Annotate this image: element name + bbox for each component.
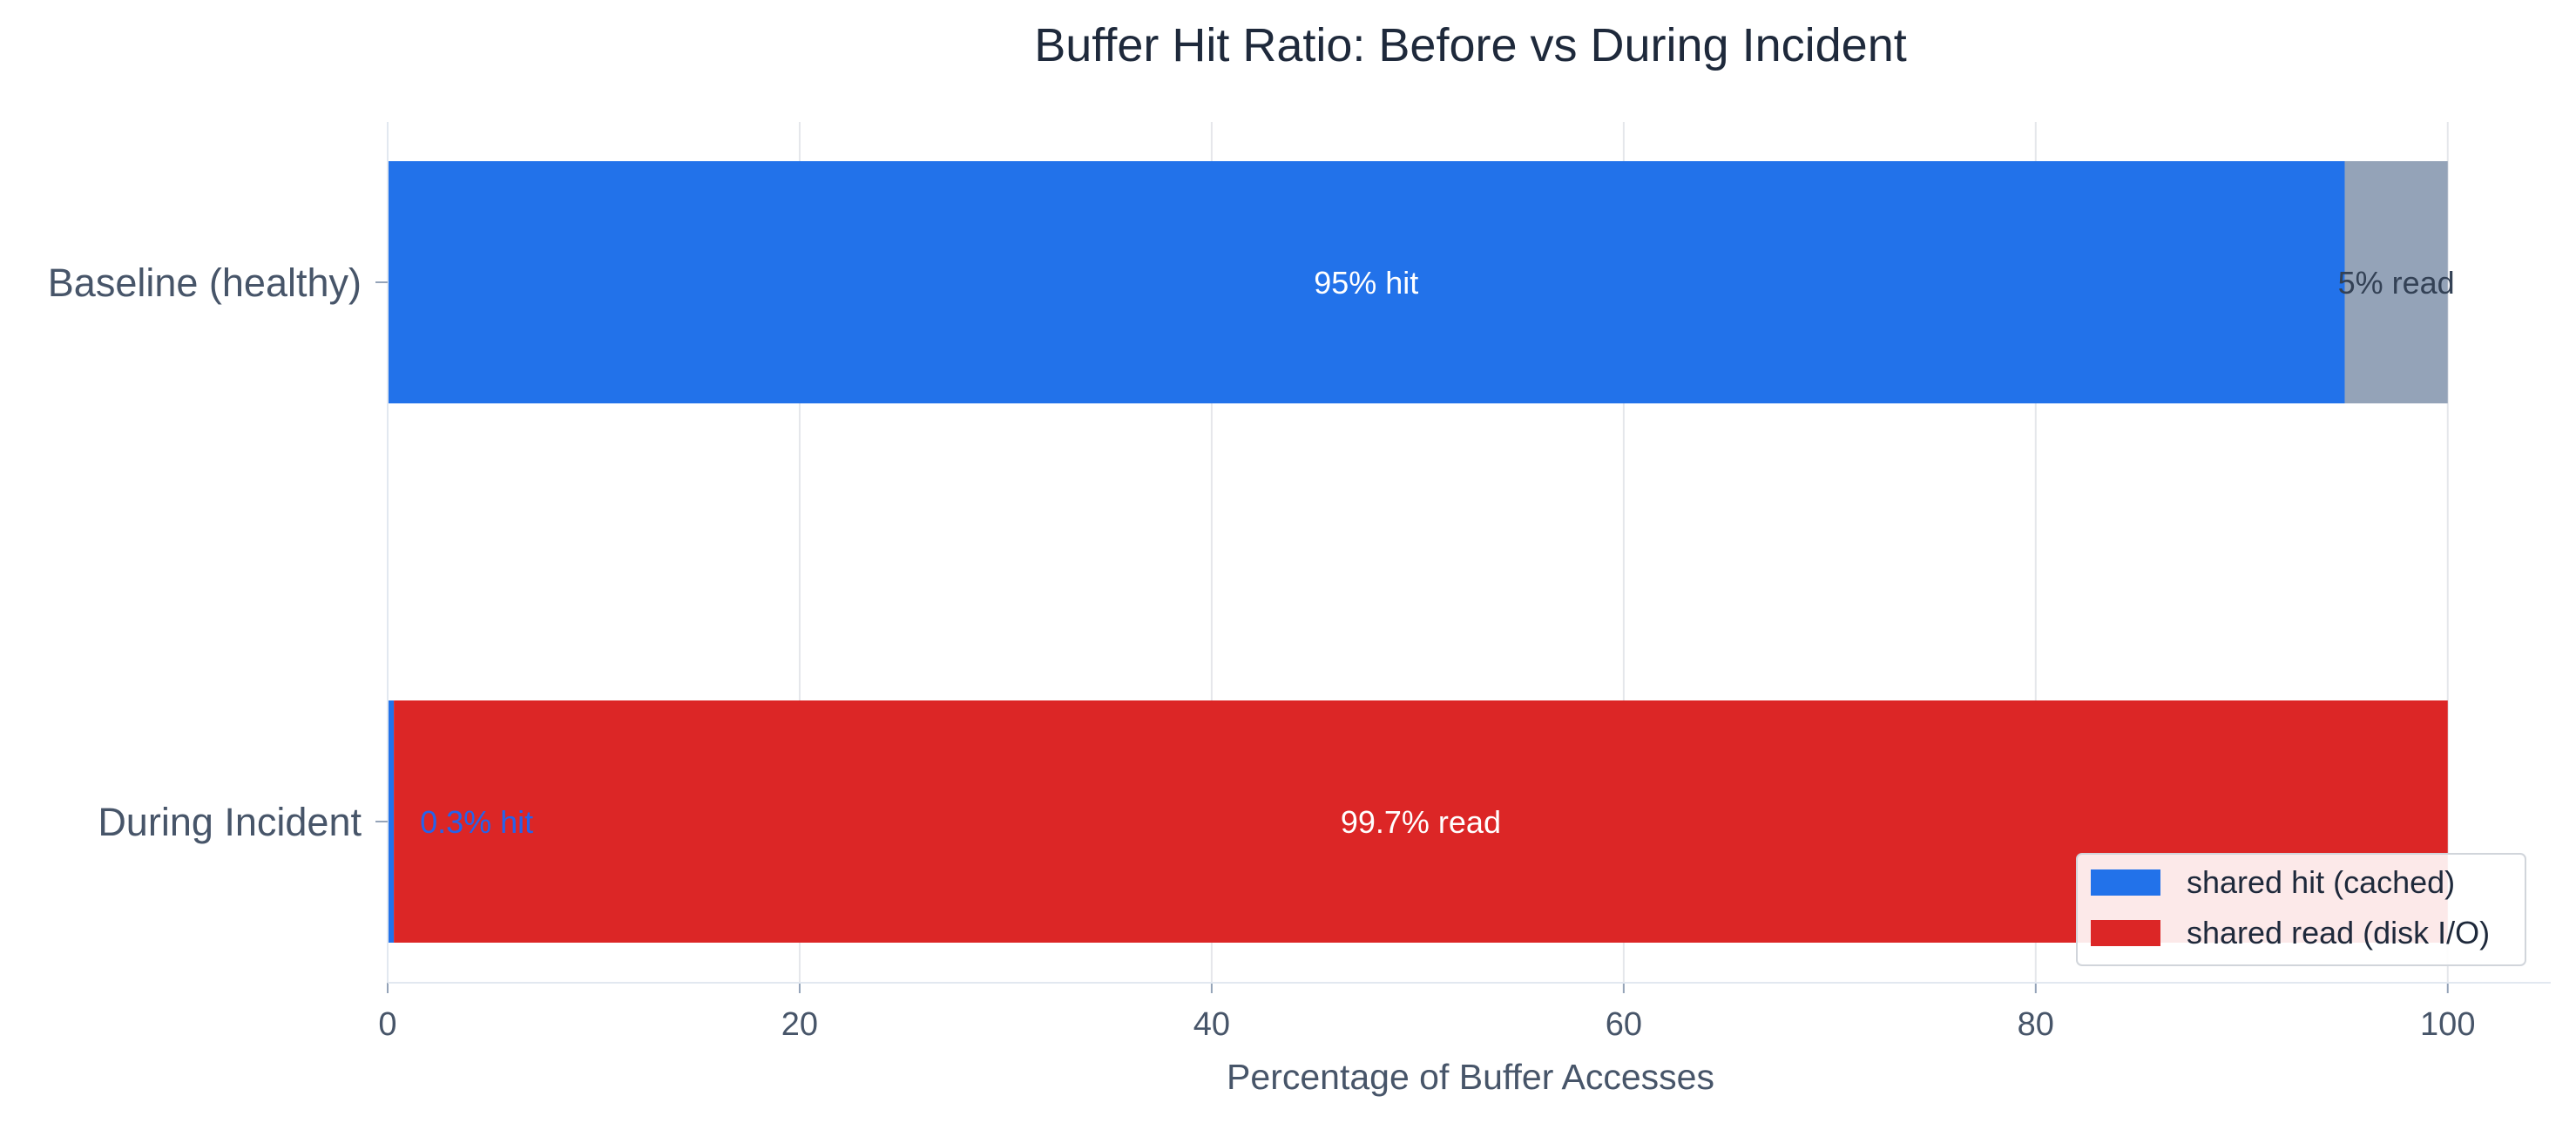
bar-0-1 [2344,161,2448,403]
legend-label-1: shared read (disk I/O) [2187,915,2490,950]
bar-label-0-1: 5% read [2338,265,2455,301]
legend: shared hit (cached) shared read (disk I/O… [2076,853,2526,966]
bar-labels: 95% hit 5% read 0.3% hit 99.7% read [420,265,2455,840]
legend-swatch-1 [2091,920,2160,946]
x-tick-label-1: 20 [781,1006,818,1043]
bar-label-1-1: 99.7% read [1341,804,1501,840]
legend-swatch-0 [2091,869,2160,896]
x-tick-label-0: 0 [378,1006,396,1043]
bar-label-1-0: 0.3% hit [420,804,533,840]
x-tick-label-5: 100 [2420,1006,2475,1043]
axes: 0 20 40 60 80 100 Baseline (healthy) During Inc… [48,122,2551,1043]
bar-label-0-0: 95% hit [1314,265,1418,301]
legend-box [2076,853,2526,966]
x-tick-label-3: 60 [1606,1006,1642,1043]
bar-0-0 [388,161,2345,403]
x-axis-label: Percentage of Buffer Accesses [1227,1057,1714,1097]
chart-title: Buffer Hit Ratio: Before vs During Incid… [1034,19,1906,71]
bars [388,161,2448,943]
x-tick-label-4: 80 [2018,1006,2054,1043]
y-tick-label-1: During Incident [98,800,362,844]
legend-label-0: shared hit (cached) [2187,864,2455,900]
y-tick-label-0: Baseline (healthy) [48,260,362,305]
bar-1-0 [388,700,395,943]
x-tick-label-2: 40 [1193,1006,1230,1043]
